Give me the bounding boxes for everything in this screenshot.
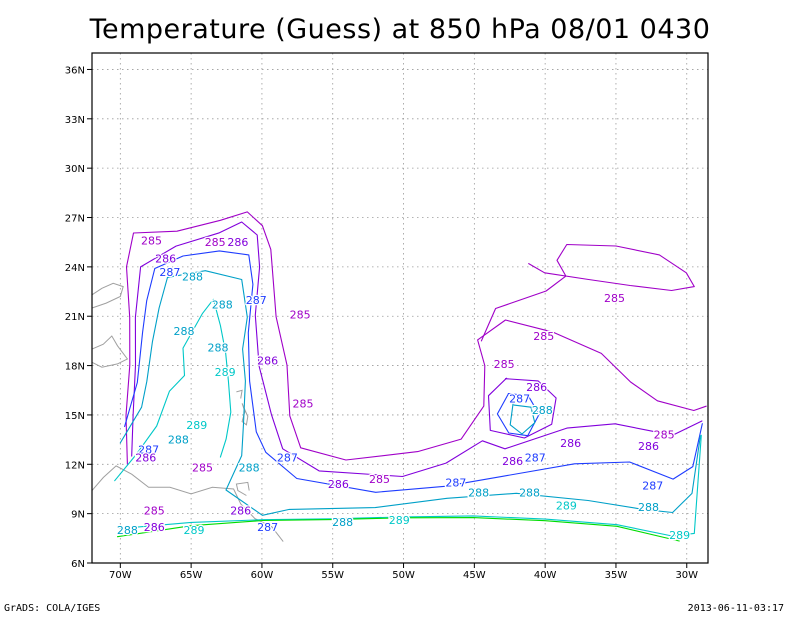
coastline [236, 389, 243, 399]
contour-label-286: 286 [230, 504, 251, 517]
contour-label-288: 288 [212, 299, 233, 312]
contour-line-286 [487, 377, 557, 439]
contour-label-286: 286 [135, 452, 156, 465]
contour-label-288: 288 [117, 524, 138, 537]
contour-label-285: 285 [205, 236, 226, 249]
y-tick-label: 18N [65, 362, 85, 373]
coastline [91, 282, 124, 309]
contour-label-288: 288 [532, 404, 553, 417]
grid-lines [92, 53, 708, 564]
coastline [235, 481, 250, 496]
contour-label-288: 288 [182, 271, 203, 284]
contour-line-289 [119, 434, 702, 537]
x-tick-label: 30W [675, 570, 698, 581]
contour-label-288: 288 [239, 462, 260, 475]
contour-label-285: 285 [494, 358, 515, 371]
coastline [91, 465, 284, 542]
coastlines [91, 282, 284, 542]
x-tick-label: 60W [251, 570, 274, 581]
contour-label-289: 289 [389, 514, 410, 527]
contour-label-288: 288 [208, 341, 229, 354]
contour-label-288: 288 [519, 486, 540, 499]
contour-label-286: 286 [227, 236, 248, 249]
contour-label-288: 288 [468, 486, 489, 499]
y-tick-label: 21N [65, 312, 85, 323]
x-tick-label: 55W [321, 570, 344, 581]
contour-line-285 [480, 243, 695, 342]
x-tick-label: 65W [180, 570, 203, 581]
contour-label-288: 288 [174, 325, 195, 338]
y-tick-label: 15N [65, 411, 85, 422]
y-tick-label: 12N [65, 460, 85, 471]
contour-line-290 [116, 517, 680, 542]
contour-line-287 [124, 250, 703, 493]
x-tick-label: 45W [463, 570, 486, 581]
footer-credit: GrADS: COLA/IGES [4, 603, 101, 614]
contour-label-287: 287 [445, 476, 466, 489]
y-tick-label: 6N [71, 559, 85, 570]
contour-label-288: 288 [332, 516, 353, 529]
y-tick-label: 9N [71, 510, 85, 521]
footer-timestamp: 2013-06-11-03:17 [687, 603, 784, 614]
contour-label-286: 286 [328, 478, 349, 491]
contour-line-288 [509, 403, 536, 435]
contour-label-286: 286 [502, 455, 523, 468]
contour-label-285: 285 [533, 330, 554, 343]
y-tick-label: 24N [65, 263, 85, 274]
contour-label-288: 288 [168, 434, 189, 447]
contour-label-286: 286 [526, 381, 547, 394]
contour-label-287: 287 [138, 443, 159, 456]
contour-label-289: 289 [215, 366, 236, 379]
x-tick-label: 40W [534, 570, 557, 581]
contour-label-285: 285 [369, 473, 390, 486]
contour-label-286: 286 [638, 440, 659, 453]
y-tick-label: 27N [65, 214, 85, 225]
chart-title: Temperature (Guess) at 850 hPa 08/01 043… [89, 14, 711, 45]
contour-line-286 [131, 221, 703, 478]
contour-label-286: 286 [560, 437, 581, 450]
contour-label-285: 285 [141, 235, 162, 248]
x-tick-label: 50W [392, 570, 415, 581]
contour-label-285: 285 [292, 397, 313, 410]
contour-label-288: 288 [638, 501, 659, 514]
contour-label-287: 287 [525, 452, 546, 465]
contour-label-285: 285 [192, 462, 213, 475]
contour-label-287: 287 [509, 392, 530, 405]
coastline [241, 403, 249, 426]
contour-label-287: 287 [277, 452, 298, 465]
y-tick-label: 33N [65, 115, 85, 126]
contour-label-286: 286 [155, 253, 176, 266]
x-tick-label: 70W [109, 570, 132, 581]
contour-label-287: 287 [246, 294, 267, 307]
contour-label-287: 287 [257, 521, 278, 534]
contour-label-289: 289 [186, 419, 207, 432]
axis-ticks: 70W 65W 60W 55W 50W 45W 40W 35W 30W 6N 9N 12N 15N 18N… [65, 65, 698, 581]
contour-label-285: 285 [290, 309, 311, 322]
coastline [91, 335, 129, 368]
y-tick-label: 30N [65, 164, 85, 175]
contour-label-286: 286 [144, 521, 165, 534]
contour-label-289: 289 [556, 499, 577, 512]
contour-line-287 [496, 392, 540, 437]
contour-line-285 [125, 211, 707, 465]
x-tick-label: 35W [605, 570, 628, 581]
contour-label-287: 287 [642, 480, 663, 493]
contour-label-285: 285 [144, 504, 165, 517]
contour-label-289: 289 [669, 529, 690, 542]
contour-line-289 [114, 298, 232, 482]
contour-label-287: 287 [159, 266, 180, 279]
contour-label-285: 285 [654, 429, 675, 442]
y-tick-label: 36N [65, 65, 85, 76]
contour-lines [114, 211, 707, 542]
contour-label-285: 285 [604, 292, 625, 305]
contour-label-286: 286 [257, 355, 278, 368]
contour-label-289: 289 [183, 524, 204, 537]
plot-frame [91, 52, 709, 564]
contour-line-288 [119, 270, 701, 516]
